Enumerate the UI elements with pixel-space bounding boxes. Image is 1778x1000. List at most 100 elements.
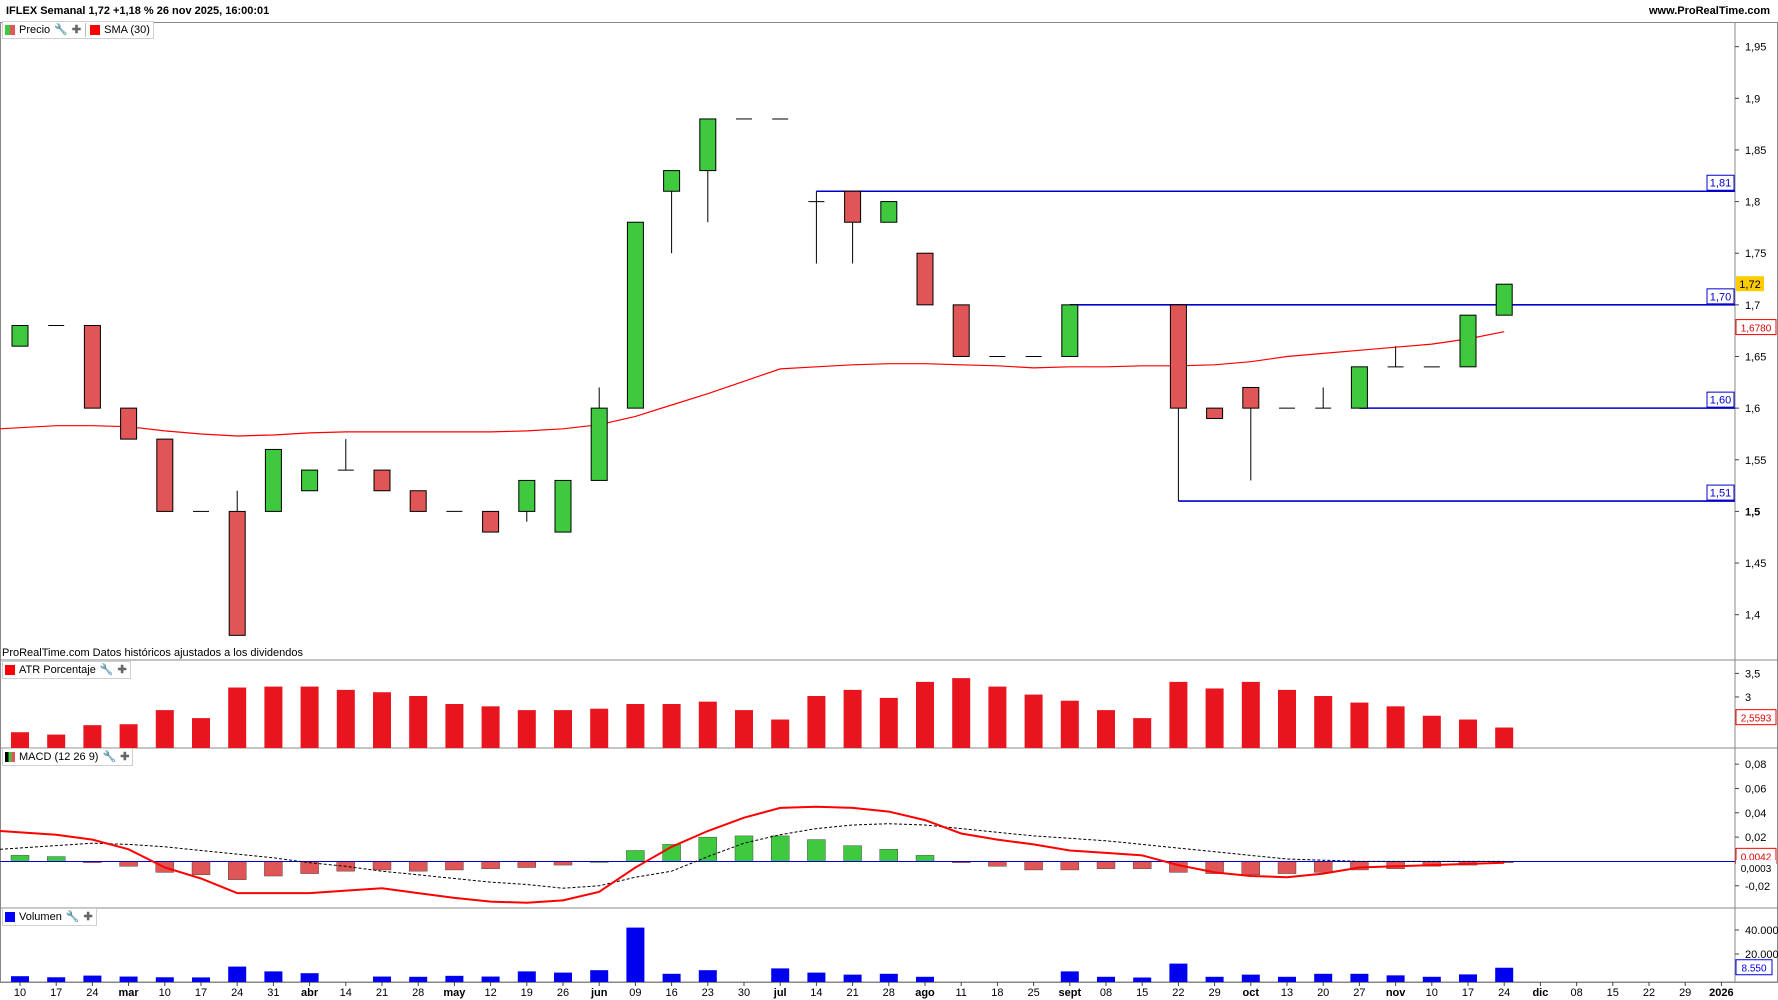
atr-tick-label: 3 [1745, 692, 1751, 704]
sma-last-tag [1735, 319, 1777, 336]
volume-bar [409, 976, 428, 982]
candle-body [626, 221, 644, 409]
sma-last-label: 1,6780 [1741, 324, 1772, 335]
atr-bar [662, 704, 681, 748]
candle-body [264, 448, 282, 512]
macd-line [0, 805, 1505, 904]
plus-icon[interactable]: ✚ [117, 663, 127, 676]
volume-bar [1459, 974, 1477, 982]
wrench-icon[interactable]: 🔧 [54, 23, 68, 36]
macd-hist-bar [1132, 861, 1152, 869]
volume-bar [1097, 976, 1115, 982]
x-tick-label: 24 [1498, 987, 1510, 999]
macd-hist-bar [626, 850, 645, 862]
atr-bar [698, 701, 717, 748]
volume-bar [771, 968, 790, 982]
atr-legend: ATR Porcentaje 🔧 ✚ [2, 661, 131, 679]
x-tick-label: mar [119, 987, 140, 999]
atr-bar [735, 710, 753, 748]
atr-bar [916, 681, 934, 748]
atr-bar [47, 734, 66, 748]
plus-icon[interactable]: ✚ [83, 910, 93, 923]
x-tick-label: ago [915, 987, 935, 999]
candle-body [880, 201, 898, 223]
wrench-icon[interactable]: 🔧 [65, 910, 80, 923]
candle-body [590, 407, 608, 481]
volume-bar [554, 972, 572, 982]
atr-bar [228, 687, 247, 748]
candle-body [952, 304, 970, 357]
price-tick-label: 1,85 [1745, 145, 1766, 157]
price-tick-label: 1,8 [1745, 197, 1760, 209]
x-tick-label: 29 [1679, 987, 1691, 999]
candle-body [1061, 304, 1079, 357]
candle-body [482, 510, 500, 533]
atr-bar [879, 697, 898, 748]
x-tick-label: nov [1386, 987, 1406, 999]
volume-tick-label: 40.000 [1745, 925, 1778, 937]
x-tick-label: 13 [1281, 987, 1293, 999]
macd-legend-label: MACD (12 26 9) [19, 751, 99, 763]
candle-body [844, 190, 862, 223]
volume-bar [264, 971, 283, 982]
volume-bar [1205, 976, 1224, 982]
candle-body [1495, 283, 1513, 316]
sma-line [0, 331, 1505, 437]
volume-bar [155, 977, 174, 982]
x-tick-label: 10 [1426, 987, 1438, 999]
atr-bar [554, 710, 572, 748]
atr-last-tag [1735, 709, 1777, 726]
plus-icon[interactable]: ✚ [71, 23, 82, 36]
wrench-icon[interactable]: 🔧 [99, 663, 114, 676]
atr-bar [192, 718, 210, 748]
x-tick-label: 23 [702, 987, 714, 999]
sma-swatch [90, 25, 101, 35]
price-tick-label: 1,75 [1745, 248, 1766, 260]
atr-bar [119, 724, 138, 748]
volume-bar [481, 976, 500, 982]
macd-hist-bar [445, 861, 464, 871]
atr-bar [445, 704, 464, 748]
atr-bar [988, 686, 1007, 748]
volume-bar [192, 977, 210, 982]
atr-bar [409, 696, 428, 748]
legend-divider [85, 23, 87, 37]
macd-tick-label: 0,02 [1745, 832, 1766, 844]
macd-hist-bar [1277, 861, 1297, 874]
price-tick-label: 1,7 [1745, 300, 1760, 312]
level-label: 1,81 [1710, 178, 1731, 190]
atr-bar [1097, 710, 1115, 748]
plus-icon[interactable]: ✚ [120, 750, 130, 763]
atr-swatch [5, 665, 15, 675]
atr-last-label: 2,5593 [1741, 714, 1772, 725]
atr-bar [1422, 715, 1441, 748]
macd-last-tag [1736, 860, 1776, 876]
volume-bar [1386, 975, 1405, 982]
volume-bar [1169, 963, 1188, 982]
volume-bar [119, 976, 138, 982]
price-legend-label: Precio [19, 24, 51, 36]
x-tick-label: 31 [267, 987, 279, 999]
atr-bar [590, 708, 609, 748]
x-tick-label: 12 [484, 987, 496, 999]
candle-body [228, 510, 246, 636]
volume-bar [626, 927, 645, 982]
candle-body [83, 325, 101, 409]
macd-tick-label: -0,02 [1745, 881, 1770, 893]
macd-hist-bar [807, 839, 826, 862]
atr-bar [155, 710, 174, 748]
volume-last-label: 8.550 [1741, 964, 1766, 975]
level-label-box [1706, 484, 1735, 501]
wrench-icon[interactable]: 🔧 [102, 750, 117, 763]
volume-bar [1350, 973, 1369, 982]
volume-bar [916, 976, 934, 982]
volume-bar [83, 975, 102, 982]
atr-tick-label: 3,5 [1745, 668, 1760, 680]
brand-link[interactable]: www.ProRealTime.com [1648, 5, 1770, 17]
volume-bar [445, 975, 464, 982]
candle-body [409, 490, 427, 512]
macd-hist-bar [119, 861, 138, 867]
atr-bar [626, 704, 645, 748]
atr-legend-label: ATR Porcentaje [19, 664, 96, 676]
